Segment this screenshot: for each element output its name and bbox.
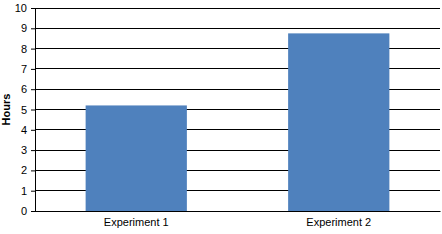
grid-line bbox=[35, 8, 440, 9]
y-tick: 10 bbox=[15, 2, 35, 14]
x-tick: Experiment 1 bbox=[104, 216, 169, 228]
y-tick-label: 3 bbox=[21, 144, 27, 156]
y-tick-mark bbox=[31, 89, 35, 90]
x-tick: Experiment 2 bbox=[306, 216, 371, 228]
y-tick-label: 6 bbox=[21, 83, 27, 95]
x-axis: Experiment 1 Experiment 2 bbox=[36, 212, 441, 228]
y-tick-mark bbox=[31, 150, 35, 151]
x-tick-label: Experiment 2 bbox=[306, 216, 371, 228]
chart: 0 1 2 3 4 5 6 7 8 9 10 Experiment 1 Experiment 2 Hour… bbox=[0, 0, 442, 234]
y-tick-label: 1 bbox=[21, 185, 27, 197]
y-tick-label: 10 bbox=[15, 2, 27, 14]
y-tick: 7 bbox=[21, 63, 35, 75]
y-tick-label: 5 bbox=[21, 104, 27, 116]
y-tick: 4 bbox=[21, 124, 35, 136]
bars bbox=[86, 33, 390, 211]
y-tick: 8 bbox=[21, 43, 35, 55]
y-tick-label: 0 bbox=[21, 205, 27, 217]
y-tick: 2 bbox=[21, 164, 35, 176]
y-tick: 9 bbox=[21, 22, 35, 34]
y-tick-mark bbox=[31, 110, 35, 111]
y-tick: 1 bbox=[21, 185, 35, 197]
y-tick-mark bbox=[31, 191, 35, 192]
y-tick: 5 bbox=[21, 104, 35, 116]
y-tick-mark bbox=[31, 69, 35, 70]
y-tick-mark bbox=[31, 130, 35, 131]
x-axis-line bbox=[36, 211, 441, 212]
y-axis: 0 1 2 3 4 5 6 7 8 9 10 bbox=[15, 2, 36, 217]
y-tick-mark bbox=[31, 49, 35, 50]
y-axis-title: Hours bbox=[0, 94, 12, 126]
y-axis-line bbox=[31, 9, 36, 212]
y-tick-label: 2 bbox=[21, 164, 27, 176]
plot-area: 0 1 2 3 4 5 6 7 8 9 10 Experiment 1 Experiment 2 bbox=[15, 2, 441, 228]
grid-line bbox=[35, 28, 440, 29]
y-tick-label: 8 bbox=[21, 43, 27, 55]
y-tick-mark bbox=[31, 28, 35, 29]
y-tick: 3 bbox=[21, 144, 35, 156]
y-tick-mark bbox=[31, 8, 35, 9]
bar bbox=[288, 33, 389, 211]
y-tick-label: 4 bbox=[21, 124, 27, 136]
y-tick-mark bbox=[31, 170, 35, 171]
y-tick-label: 9 bbox=[21, 22, 27, 34]
y-tick-label: 7 bbox=[21, 63, 27, 75]
grid bbox=[35, 8, 440, 211]
y-tick: 6 bbox=[21, 83, 35, 95]
y-tick: 0 bbox=[21, 205, 35, 217]
y-tick-mark bbox=[31, 211, 35, 212]
bar bbox=[86, 105, 187, 211]
x-tick-label: Experiment 1 bbox=[104, 216, 169, 228]
